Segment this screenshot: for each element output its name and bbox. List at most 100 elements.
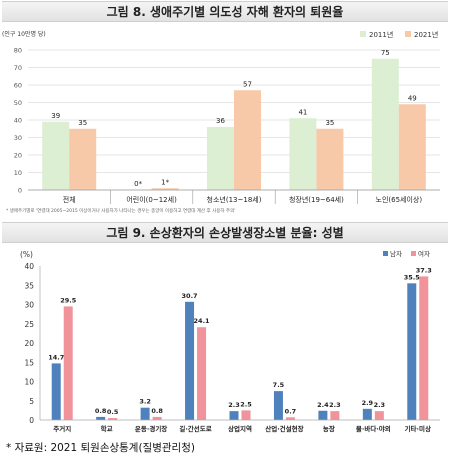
chart2-ytick-0: 0	[29, 416, 34, 425]
chart2-bar-0-6	[318, 410, 328, 420]
chart2-bar-0-7	[362, 408, 372, 420]
chart1-ytick-0: 0	[18, 187, 22, 195]
chart2-ytick-4: 20	[24, 339, 34, 348]
chart2-datalabel-1-8: 37.3	[416, 266, 432, 274]
chart1-ytick-3: 30	[14, 134, 22, 142]
legend2-swatch-1	[411, 251, 416, 256]
chart1-datalabel-1-3: 35	[325, 119, 334, 127]
chart2-xtick-8: 기타·미상	[405, 424, 431, 433]
chart1-datalabel-1-4: 49	[408, 94, 417, 102]
chart1-datalabel-0-4: 75	[381, 49, 390, 57]
chart2-datalabel-1-0: 29.5	[60, 296, 77, 304]
legend2-label-0: 남자	[390, 249, 402, 258]
chart1-bar-0-3	[289, 118, 317, 190]
chart1-bar-1-2	[234, 90, 261, 190]
chart2-ytick-7: 35	[24, 281, 34, 290]
chart2-ytick-6: 30	[24, 301, 34, 310]
chart2-title: 그림 9. 손상환자의 손상발생장소별 분율: 성별	[2, 222, 448, 243]
source-note: * 자료원: 2021 퇴원손상통계(질병관리청)	[6, 442, 195, 454]
chart2-ytick-3: 15	[24, 358, 34, 367]
chart1-ytick-8: 80	[14, 47, 22, 55]
chart2-ytick-2: 10	[24, 378, 34, 387]
chart2-datalabel-0-7: 2.9	[362, 399, 374, 407]
chart1-ytick-4: 40	[14, 117, 22, 125]
chart2-datalabel-1-2: 0.8	[151, 407, 163, 415]
chart2-bar-0-4	[229, 411, 239, 420]
chart2-bar-1-1	[108, 418, 118, 420]
chart1-datalabel-0-1: 0*	[134, 180, 142, 188]
chart1-footnote: * 생애주기별로 '연령대 2005~2015 이상이거나 사용자가 나타나는 …	[6, 207, 235, 214]
chart1-xtick-3: 청장년(19~64세)	[289, 195, 344, 204]
chart1-plot: (인구 10만명 당) 2011년 2021년 0 10 20 30 40 50 60 70 80 39…	[2, 30, 440, 214]
chart2-datalabel-0-3: 30.7	[182, 292, 198, 300]
chart1-xtick-4: 노인(65세이상)	[376, 195, 423, 204]
chart2-bar-0-5	[273, 391, 283, 420]
legend2-label-1: 여자	[418, 249, 430, 258]
chart1-xtick-0: 전체	[63, 195, 76, 204]
chart1-ytick-7: 70	[14, 64, 22, 72]
chart1-datalabel-1-1: 1*	[161, 178, 169, 186]
chart2-bar-1-5	[285, 417, 295, 420]
chart2-bar-1-2	[152, 416, 162, 420]
chart1-datalabel-1-0: 35	[78, 119, 87, 127]
chart2-xtick-4: 상업지역	[228, 424, 252, 433]
chart2-datalabel-1-6: 2.3	[329, 401, 341, 409]
legend1-label-1: 2021년	[414, 30, 438, 39]
chart1-bar-0-4	[371, 58, 399, 190]
chart1-title: 그림 8. 생애주기별 의도성 자해 환자의 퇴원율	[2, 1, 448, 22]
chart2-datalabel-0-5: 7.5	[273, 381, 285, 389]
chart2-bar-1-4	[241, 410, 251, 420]
chart1-datalabel-0-2: 36	[216, 117, 225, 125]
chart1-ylabel: (인구 10만명 당)	[2, 30, 46, 38]
chart1-bar-0-2	[207, 127, 234, 190]
chart2-datalabel-1-1: 0.5	[107, 408, 119, 416]
chart2-bar-1-3	[197, 327, 207, 420]
chart1-datalabel-0-0: 39	[51, 112, 60, 120]
legend1-label-0: 2011년	[369, 30, 393, 39]
chart1-datalabel-1-2: 57	[243, 80, 252, 88]
chart2-xtick-2: 운동·경기장	[135, 424, 167, 433]
chart2-bar-1-7	[374, 411, 384, 420]
chart2-bar-0-1	[96, 416, 106, 420]
chart2-xtick-6: 농장	[323, 424, 335, 433]
chart2-datalabel-0-2: 3.2	[139, 398, 151, 406]
chart1-ytick-1: 10	[14, 169, 22, 177]
chart2-ylabel: (%)	[20, 250, 33, 259]
chart2-datalabel-1-7: 2.3	[374, 401, 386, 409]
chart1-bar-1-3	[316, 128, 344, 190]
chart2-datalabel-0-1: 0.8	[95, 407, 107, 415]
chart2-ytick-5: 25	[24, 320, 34, 329]
chart2-datalabel-0-0: 14.7	[48, 353, 64, 361]
legend1-swatch-0	[360, 31, 366, 37]
chart2-datalabel-1-5: 0.7	[285, 407, 297, 415]
chart2-xtick-3: 길·간선도로	[179, 424, 211, 433]
chart1-ytick-6: 60	[14, 82, 22, 90]
chart1-bar-1-4	[398, 104, 426, 190]
chart2-bar-0-2	[140, 407, 150, 420]
chart1-bar-1-0	[69, 128, 97, 190]
chart2-xtick-1: 학교	[101, 424, 113, 433]
chart2-datalabel-0-4: 2.3	[228, 401, 240, 409]
chart2-datalabel-1-3: 24.1	[194, 317, 211, 325]
chart2-bar-1-0	[63, 306, 73, 420]
chart2-datalabel-1-4: 2.5	[240, 400, 252, 408]
chart1-bar-0-0	[42, 121, 70, 190]
chart2-bar-1-6	[330, 411, 340, 420]
chart1-xtick-2: 청소년(13~18세)	[207, 195, 262, 204]
chart2-bar-1-8	[419, 276, 429, 420]
chart2-bar-0-3	[185, 301, 195, 420]
chart2-bar-0-8	[407, 283, 417, 420]
chart2-xtick-0: 주거지	[53, 424, 71, 433]
chart2-xtick-5: 산업·건설현장	[265, 424, 303, 433]
chart1-ytick-2: 20	[14, 152, 22, 160]
chart2-bar-0-0	[51, 363, 61, 420]
chart1-bar-1-1	[151, 188, 179, 190]
chart2-ytick-8: 40	[24, 262, 34, 271]
chart2-datalabel-0-8: 35.5	[404, 273, 421, 281]
chart1-xtick-1: 어린이(0~12세)	[126, 195, 177, 204]
chart2-datalabel-0-6: 2.4	[317, 401, 329, 409]
chart2-xtick-7: 물·바다·야외	[356, 424, 391, 433]
legend2-swatch-0	[383, 251, 388, 256]
chart2-ytick-1: 5	[29, 397, 34, 406]
